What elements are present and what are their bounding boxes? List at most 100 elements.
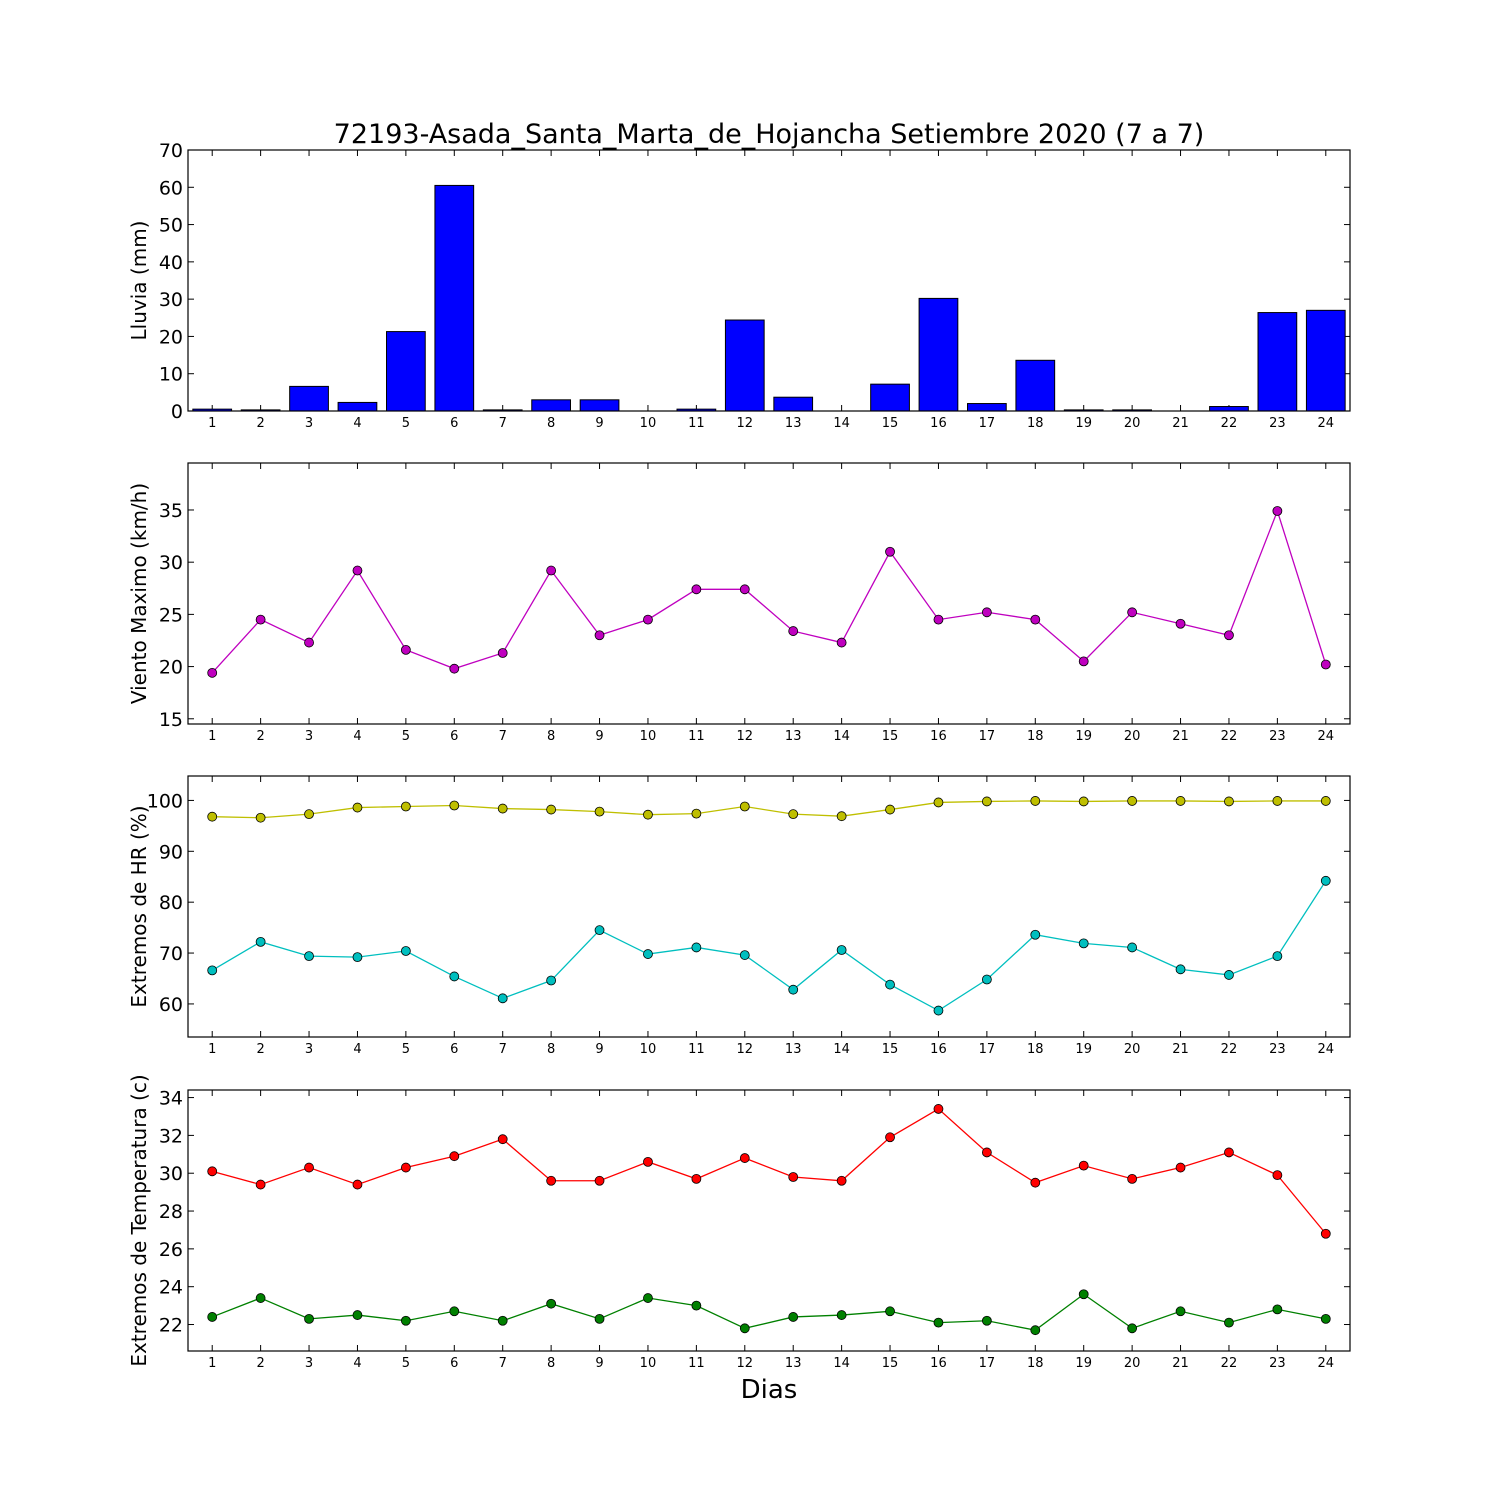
x-tick-label: 24: [1318, 1042, 1335, 1057]
x-tick-label: 3: [305, 416, 313, 431]
x-tick-label: 6: [450, 416, 458, 431]
x-tick-label: 13: [785, 729, 802, 744]
data-point: [255, 1179, 266, 1190]
x-tick-label: 12: [737, 416, 754, 431]
data-point: [594, 806, 605, 817]
data-point: [1320, 875, 1331, 886]
x-tick-label: 10: [640, 416, 657, 431]
x-tick-label: 6: [450, 729, 458, 744]
data-point: [1224, 970, 1234, 980]
x-tick-label: 9: [595, 1356, 603, 1371]
data-point: [255, 1293, 266, 1303]
data-point: [691, 1173, 702, 1184]
x-tick-label: 4: [353, 1356, 361, 1371]
y-tick-label: 60: [159, 994, 183, 1016]
y-tick-label: 100: [147, 790, 183, 812]
data-point: [1030, 614, 1041, 625]
plot-frame: [187, 1089, 1351, 1352]
data-point: [546, 1298, 557, 1309]
data-point: [546, 1175, 557, 1186]
data-point: [546, 975, 557, 986]
data-point: [497, 648, 508, 658]
x-axis-label: Dias: [741, 1375, 798, 1405]
data-point: [400, 801, 411, 812]
x-tick-label: 23: [1269, 1042, 1286, 1057]
data-point: [739, 801, 750, 812]
x-tick-label: 24: [1318, 729, 1335, 744]
rain-bar: [434, 184, 475, 412]
x-tick-label: 23: [1269, 416, 1286, 431]
data-point: [304, 637, 314, 648]
data-point: [352, 565, 363, 576]
y-tick-label: 30: [159, 289, 183, 311]
rain-bar: [918, 297, 959, 412]
data-point: [933, 1317, 944, 1328]
data-point: [739, 950, 750, 960]
x-tick-label: 17: [979, 729, 996, 744]
data-point: [352, 1179, 363, 1190]
x-tick-label: 4: [353, 416, 361, 431]
data-point: [546, 565, 557, 576]
x-tick-label: 2: [256, 1042, 264, 1057]
rain-bar: [289, 385, 329, 412]
x-tick-label: 2: [256, 416, 264, 431]
data-point: [449, 800, 460, 811]
data-point: [1030, 1177, 1041, 1188]
y-tick-label: 22: [159, 1315, 183, 1337]
x-tick-label: 10: [640, 1042, 657, 1057]
x-tick-label: 11: [688, 1356, 705, 1371]
data-point: [885, 1306, 895, 1317]
x-tick-label: 8: [547, 729, 555, 744]
x-tick-label: 9: [595, 729, 603, 744]
y-tick-label: 24: [159, 1277, 183, 1299]
data-point: [885, 546, 895, 557]
x-tick-label: 15: [882, 729, 899, 744]
x-tick-label: 15: [882, 1356, 899, 1371]
data-point: [207, 811, 218, 822]
x-tick-label: 21: [1172, 1356, 1189, 1371]
data-point: [788, 809, 799, 820]
y-tick-label: 34: [159, 1088, 183, 1110]
x-tick-label: 16: [930, 1042, 947, 1057]
x-tick-label: 15: [882, 416, 899, 431]
data-point: [643, 809, 653, 820]
data-point: [981, 1147, 992, 1158]
x-tick-label: 17: [979, 1042, 996, 1057]
data-point: [1127, 1173, 1138, 1184]
data-point: [836, 811, 847, 822]
rain-bar: [1015, 359, 1056, 412]
rain-bar: [1257, 312, 1298, 412]
data-point: [933, 797, 944, 808]
data-point: [1030, 1325, 1041, 1336]
data-point: [1078, 656, 1089, 667]
data-point: [304, 951, 314, 962]
rain-bar: [773, 396, 814, 412]
data-point: [643, 614, 653, 625]
data-point: [1175, 618, 1186, 629]
y-tick-label: 30: [159, 552, 183, 574]
y-tick-label: 28: [159, 1201, 183, 1223]
data-point: [449, 1151, 460, 1162]
data-point: [352, 1310, 363, 1320]
x-tick-label: 4: [353, 1042, 361, 1057]
data-point: [400, 1315, 411, 1326]
x-tick-label: 7: [499, 1356, 507, 1371]
data-point: [497, 1315, 508, 1326]
x-tick-label: 14: [833, 729, 850, 744]
y-tick-label: 80: [159, 892, 183, 914]
data-point: [497, 1134, 508, 1145]
x-tick-label: 1: [208, 1356, 216, 1371]
x-tick-label: 3: [305, 1042, 313, 1057]
x-tick-label: 3: [305, 729, 313, 744]
data-point: [691, 942, 702, 953]
x-tick-label: 14: [833, 416, 850, 431]
x-tick-label: 5: [402, 1356, 410, 1371]
data-point: [1127, 796, 1138, 806]
data-point: [594, 630, 605, 641]
y-axis-label: Extremos de HR (%): [127, 805, 151, 1007]
